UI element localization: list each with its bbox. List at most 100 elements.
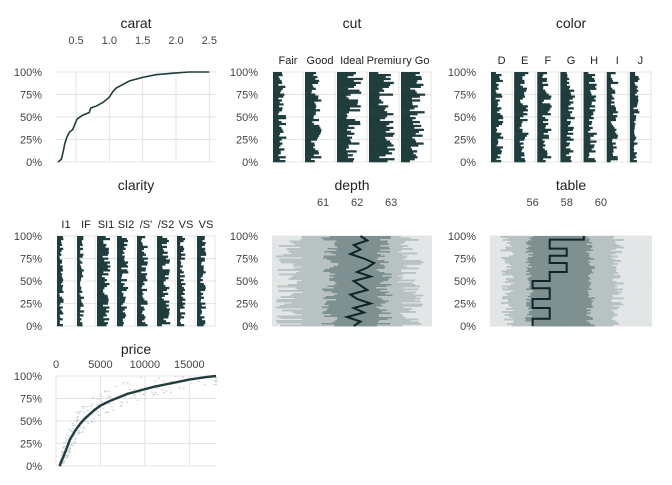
inner-band [323,239,380,241]
category-density-bar [514,152,525,155]
price-point [61,450,64,452]
category-density-bar [369,122,390,126]
category-density-bar [57,316,61,319]
category-density-bar [560,144,569,147]
category-density-bar [514,109,528,112]
category-density-bar [177,261,182,264]
price-point [81,417,84,419]
category-density-bar [491,122,502,126]
category-density-bar [583,75,592,79]
category-density-bar [97,290,104,294]
category-density-bar [137,277,146,280]
category-density-bar [401,105,418,108]
category-density-bar [177,267,181,270]
category-density-bar [337,95,347,98]
price-point [79,410,82,412]
category-density-bar [491,97,496,100]
category-density-bar [117,237,127,241]
category-density-bar [514,134,527,137]
category-density-bar [273,144,281,147]
price-point [78,410,81,412]
category-density-bar [560,124,569,128]
x-tick-label: 58 [561,197,573,209]
category-density-bar [57,269,64,272]
price-point [71,431,74,433]
category-density-bar [57,259,63,262]
category-density-bar [491,93,502,96]
category-density-bar [177,247,185,250]
price-point [63,441,66,443]
category-density-bar [491,89,496,92]
category-density-bar [97,306,110,309]
category-density-bar [629,132,635,135]
category-density-bar [337,130,351,133]
price-point [84,421,87,423]
category-density-bar [514,144,521,147]
category-density-bar [629,122,636,126]
category-density-bar [560,154,567,157]
inner-band [526,305,593,307]
inner-band [528,276,590,279]
category-density-bar [537,73,544,77]
inner-band [530,294,590,297]
y-tick-label: 50% [454,276,476,288]
category-density-bar [273,115,286,118]
category-density-bar [537,130,548,133]
category-density-bar [606,144,613,147]
price-point [174,376,177,378]
inner-band [530,284,591,286]
inner-band [333,294,393,297]
category-density-bar [273,107,283,110]
category-density-bar [57,320,60,323]
category-density-bar [137,241,143,245]
category-density-bar [137,236,146,239]
category-density-bar [117,269,128,272]
category-density-bar [369,158,395,161]
category-density-bar [305,75,318,79]
inner-band [529,282,592,285]
price-point [91,414,94,416]
category-density-bar [583,97,595,100]
category-density-bar [273,81,283,85]
category-density-bar [157,300,170,303]
category-density-bar [537,146,543,149]
category-density-bar [177,308,181,311]
category-density-bar [273,105,280,108]
category-density-bar [606,150,614,153]
category-density-bar [491,130,497,133]
category-density-bar [514,115,524,118]
category-density-bar [177,269,182,272]
inner-band [323,297,381,300]
category-density-bar [273,79,282,83]
category-density-bar [629,142,638,145]
category-density-bar [369,136,386,139]
category-density-bar [369,118,381,122]
category-density-bar [97,271,104,274]
category-density-bar [401,156,418,159]
category-density-bar [137,249,143,252]
category-density-bar [606,120,611,124]
category-density-bar [537,124,546,128]
category-density-bar [137,286,142,290]
price-point [150,391,153,393]
y-tick-label: 25% [20,299,42,311]
category-density-bar [137,239,142,243]
price-point [65,450,68,452]
price-point [77,432,80,434]
inner-band [531,309,591,312]
category-density-bar [197,281,201,284]
price-point [162,380,165,382]
y-tick-label: 25% [20,439,42,451]
price-point [121,402,124,404]
price-point [65,442,68,444]
category-density-bar [583,83,597,86]
price-point [170,380,173,382]
category-density-bar [369,134,394,137]
category-density-bar [273,91,281,94]
price-point [62,446,65,448]
category-density-bar [606,81,619,85]
price-point [133,394,136,396]
y-tick-label: 50% [454,112,476,124]
category-density-bar [537,113,551,116]
category-density-bar [177,302,186,305]
